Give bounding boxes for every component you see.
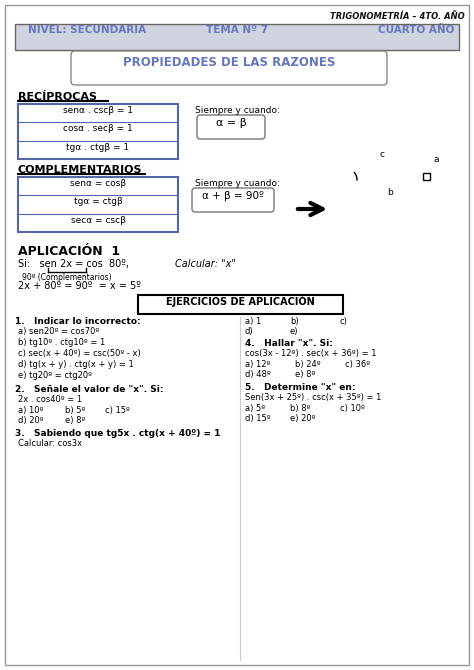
Text: b) 5º: b) 5º — [65, 406, 85, 415]
Text: e) 20º: e) 20º — [290, 414, 316, 423]
Text: d): d) — [245, 327, 254, 336]
Text: Siempre y cuando:: Siempre y cuando: — [195, 106, 280, 115]
Text: b: b — [388, 188, 393, 197]
Text: 2.   Señale el valor de "x". Si:: 2. Señale el valor de "x". Si: — [15, 385, 164, 394]
Text: α = β: α = β — [216, 118, 246, 128]
Text: cos(3x - 12º) . sec(x + 36º) = 1: cos(3x - 12º) . sec(x + 36º) = 1 — [245, 349, 376, 358]
Text: APLICACIÓN  1: APLICACIÓN 1 — [18, 245, 120, 258]
Text: e): e) — [290, 327, 299, 336]
Text: d) 20º: d) 20º — [18, 416, 44, 425]
Bar — [18, 177, 178, 232]
Text: c) 36º: c) 36º — [345, 360, 370, 369]
Text: senα . cscβ = 1: senα . cscβ = 1 — [63, 106, 133, 115]
Text: Calcular: cos3x: Calcular: cos3x — [18, 439, 82, 448]
Text: b) 8º: b) 8º — [290, 404, 310, 413]
Text: Calcular: "x": Calcular: "x" — [175, 259, 236, 269]
Bar — [18, 26, 462, 52]
Text: 1.   Indicar lo incorrecto:: 1. Indicar lo incorrecto: — [15, 317, 141, 326]
Text: 2x . cos40º = 1: 2x . cos40º = 1 — [18, 395, 82, 404]
Text: 4.   Hallar "x". Si:: 4. Hallar "x". Si: — [245, 339, 333, 348]
Bar — [138, 295, 343, 314]
Text: secα = cscβ: secα = cscβ — [71, 216, 126, 224]
Text: COMPLEMENTARIOS: COMPLEMENTARIOS — [18, 165, 143, 175]
Text: a: a — [434, 155, 439, 164]
Text: b) 24º: b) 24º — [295, 360, 320, 369]
FancyBboxPatch shape — [197, 115, 265, 139]
Text: senα = cosβ: senα = cosβ — [70, 179, 126, 188]
Text: Si:   sen 2x = cos  80º,: Si: sen 2x = cos 80º, — [18, 259, 129, 269]
Text: 5.   Determine "x" en:: 5. Determine "x" en: — [245, 383, 356, 392]
Text: tgα = ctgβ: tgα = ctgβ — [73, 198, 122, 206]
Text: a) 12º: a) 12º — [245, 360, 270, 369]
Text: PROPIEDADES DE LAS RAZONES: PROPIEDADES DE LAS RAZONES — [123, 56, 335, 69]
Bar — [18, 104, 178, 159]
Text: a) sen20º = cos70º: a) sen20º = cos70º — [18, 327, 99, 336]
Text: d) 15º: d) 15º — [245, 414, 271, 423]
Text: Sen(3x + 25º) . csc(x + 35º) = 1: Sen(3x + 25º) . csc(x + 35º) = 1 — [245, 393, 382, 402]
Text: tgα . ctgβ = 1: tgα . ctgβ = 1 — [66, 143, 129, 151]
Text: TEMA Nº 7: TEMA Nº 7 — [206, 25, 268, 35]
Text: a) 1: a) 1 — [245, 317, 261, 326]
Text: EJERCICIOS DE APLICACIÓN: EJERCICIOS DE APLICACIÓN — [165, 295, 314, 307]
Text: d) tg(x + y) . ctg(x + y) = 1: d) tg(x + y) . ctg(x + y) = 1 — [18, 360, 134, 369]
Text: e) tg20º = ctg20º: e) tg20º = ctg20º — [18, 371, 92, 380]
Text: RECÍPROCAS: RECÍPROCAS — [18, 92, 97, 102]
Text: 90º (Complementarios): 90º (Complementarios) — [22, 273, 112, 282]
Text: α + β = 90º: α + β = 90º — [202, 191, 264, 201]
Text: a) 5º: a) 5º — [245, 404, 265, 413]
Text: e) 8º: e) 8º — [295, 370, 315, 379]
Text: b): b) — [290, 317, 299, 326]
Text: TRIGONOMETRÍA – 4TO. AÑO: TRIGONOMETRÍA – 4TO. AÑO — [330, 12, 465, 21]
Text: CUARTO AÑO: CUARTO AÑO — [378, 25, 454, 35]
Text: c: c — [380, 150, 384, 159]
Text: c) sec(x + 40º) = csc(50º - x): c) sec(x + 40º) = csc(50º - x) — [18, 349, 141, 358]
Text: c): c) — [340, 317, 348, 326]
Text: 2x + 80º = 90º  = x = 5º: 2x + 80º = 90º = x = 5º — [18, 281, 141, 291]
FancyBboxPatch shape — [71, 51, 387, 85]
Text: c) 10º: c) 10º — [340, 404, 365, 413]
FancyBboxPatch shape — [192, 188, 274, 212]
Bar — [423, 173, 430, 180]
Bar — [15, 24, 459, 50]
Text: 3.   Sabiendo que tg5x . ctg(x + 40º) = 1: 3. Sabiendo que tg5x . ctg(x + 40º) = 1 — [15, 429, 220, 438]
Bar — [78, 57, 386, 83]
Text: e) 8º: e) 8º — [65, 416, 85, 425]
Text: NIVEL: SECUNDARIA: NIVEL: SECUNDARIA — [28, 25, 146, 35]
Text: Siempre y cuando:: Siempre y cuando: — [195, 179, 280, 188]
Text: cosα . secβ = 1: cosα . secβ = 1 — [63, 125, 133, 133]
Text: d) 48º: d) 48º — [245, 370, 271, 379]
Text: c) 15º: c) 15º — [105, 406, 130, 415]
Text: b) tg10º . ctg10º = 1: b) tg10º . ctg10º = 1 — [18, 338, 105, 347]
Text: a) 10º: a) 10º — [18, 406, 44, 415]
